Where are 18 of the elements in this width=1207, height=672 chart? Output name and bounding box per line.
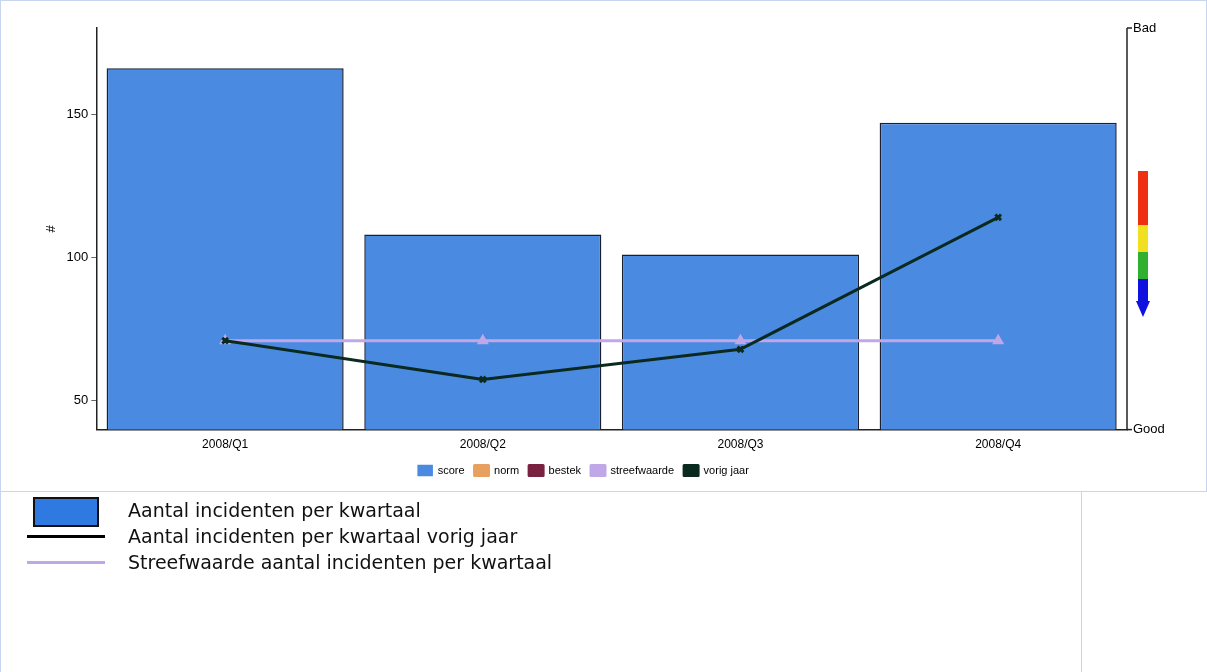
x-tick-label: 2008/Q2 <box>459 437 507 452</box>
x-tick-label: 2008/Q1 <box>202 437 249 452</box>
legend-label: streefwaarde <box>610 463 675 476</box>
text: Streefwaarde aantal incidenten per kwartaal <box>128 550 553 575</box>
text: Aantal incidenten per kwartaal vorig jaar <box>128 524 518 549</box>
legend-label: norm <box>494 463 520 476</box>
legend-label: bestek <box>548 463 582 476</box>
x-tick-label: 2008/Q4 <box>975 437 1022 452</box>
legend-label: score <box>437 463 465 476</box>
y-axis-title: # <box>43 224 59 233</box>
text: Bad <box>1133 19 1157 35</box>
y-tick-label: 50 <box>73 392 89 408</box>
text: Aantal incidenten per kwartaal <box>128 498 421 523</box>
text: Good <box>1133 421 1165 437</box>
legend-label: vorig jaar <box>703 463 750 476</box>
y-tick-label: 150 <box>66 105 89 121</box>
x-tick-label: 2008/Q3 <box>717 437 764 452</box>
y-tick-label: 100 <box>66 249 89 265</box>
